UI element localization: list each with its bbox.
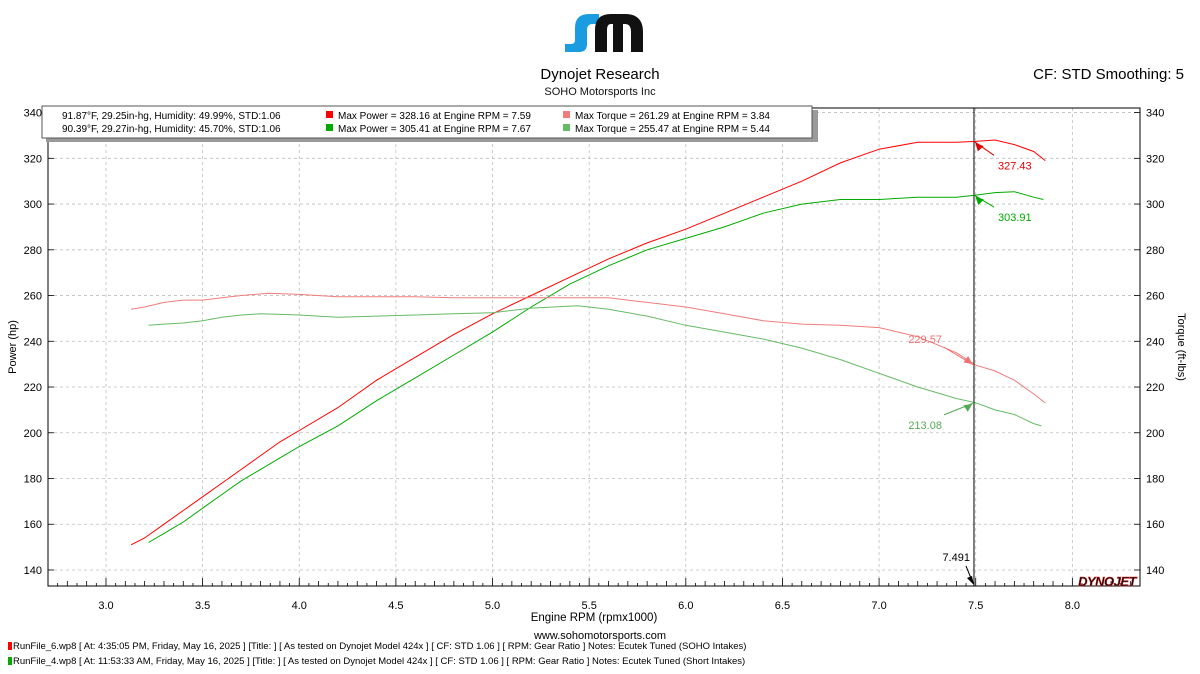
x-tick-label: 5.0 xyxy=(485,600,500,612)
y-tick-label: 300 xyxy=(24,199,42,211)
y-tick-label: 140 xyxy=(24,565,42,577)
y-axis-label: Power (hp) xyxy=(7,320,19,374)
run-info-text: RunFile_4.wp8 [ At: 11:53:33 AM, Friday,… xyxy=(13,656,746,667)
annotation-layer: 327.43 303.91 229.57 213.08 xyxy=(908,140,1032,432)
x-tick-label: 7.5 xyxy=(968,600,983,612)
run-flag-icon xyxy=(8,657,12,665)
y-tick-label: 280 xyxy=(24,245,42,257)
series-line xyxy=(148,305,1042,427)
legend-power-swatch xyxy=(326,124,333,131)
y-tick-label: 240 xyxy=(24,336,42,348)
y2-tick-label: 300 xyxy=(1146,199,1164,211)
y2-tick-label: 280 xyxy=(1146,245,1164,257)
company-title: Dynojet Research xyxy=(540,66,660,83)
y2-axis-label: Torque (ft-lbs) xyxy=(1175,313,1187,381)
legend: 91.87°F, 29.25in-hg, Humidity: 49.99%, S… xyxy=(41,105,818,142)
legend-conditions: 90.39°F, 29.27in-hg, Humidity: 45.70%, S… xyxy=(62,124,281,135)
x-tick-label: 5.5 xyxy=(582,600,597,612)
y2-tick-label: 260 xyxy=(1146,291,1164,303)
legend-conditions: 91.87°F, 29.25in-hg, Humidity: 49.99%, S… xyxy=(62,111,281,122)
annotation-arrowhead xyxy=(963,356,973,364)
run-info-row: RunFile_4.wp8 [ At: 11:53:33 AM, Friday,… xyxy=(8,656,745,667)
x-tick-label: 6.5 xyxy=(775,600,790,612)
run-flag-icon xyxy=(8,642,12,650)
x-tick-label: 6.0 xyxy=(678,600,693,612)
legend-torque-swatch xyxy=(563,111,570,118)
footer-url[interactable]: www.sohomotorsports.com xyxy=(533,630,667,642)
series-line xyxy=(130,139,1046,546)
annotation-label: 213.08 xyxy=(908,420,942,432)
y-tick-label: 320 xyxy=(24,153,42,165)
series-line xyxy=(131,292,1046,404)
correction-settings: CF: STD Smoothing: 5 xyxy=(1033,66,1184,83)
y-tick-label: 160 xyxy=(24,519,42,531)
annotation-label: 303.91 xyxy=(998,212,1032,224)
x-axis-label: Engine RPM (rpmx1000) xyxy=(531,612,658,624)
y-tick-label: 260 xyxy=(24,291,42,303)
annotation-arrowhead xyxy=(963,403,973,412)
axis-ticks: 3.0 3.5 4.0 4.5 5.0 5.5 6.0 6.5 7.0 7.5 8.0 140 140 1… xyxy=(24,108,1165,612)
legend-power-text: Max Power = 328.16 at Engine RPM = 7.59 xyxy=(338,111,531,122)
y2-tick-label: 220 xyxy=(1146,382,1164,394)
run-info-text: RunFile_6.wp8 [ At: 4:35:05 PM, Friday, … xyxy=(13,641,747,652)
legend-torque-swatch xyxy=(563,124,570,131)
x-tick-label: 4.5 xyxy=(388,600,403,612)
x-tick-label: 7.0 xyxy=(871,600,886,612)
sm-logo-s xyxy=(565,14,599,52)
x-tick-label: 3.0 xyxy=(98,600,113,612)
annotation-leader xyxy=(973,194,995,208)
x-tick-label: 8.0 xyxy=(1065,600,1080,612)
y2-tick-label: 320 xyxy=(1146,153,1164,165)
annotation-label: 229.57 xyxy=(908,334,942,346)
legend-power-swatch xyxy=(326,111,333,118)
plot-frame xyxy=(47,107,1141,587)
shop-name: SOHO Motorsports Inc xyxy=(544,86,656,98)
annotation-label: 327.43 xyxy=(998,160,1032,172)
y2-tick-label: 160 xyxy=(1146,519,1164,531)
y2-tick-label: 340 xyxy=(1146,108,1164,120)
annotation-arrowhead xyxy=(975,196,984,206)
legend-box xyxy=(41,105,813,139)
sm-logo xyxy=(565,14,643,52)
y2-tick-label: 200 xyxy=(1146,428,1164,440)
sm-logo-m xyxy=(595,14,643,52)
cursor-layer: 7.491 xyxy=(942,108,975,586)
grid xyxy=(48,108,1140,586)
y-tick-label: 200 xyxy=(24,428,42,440)
run-info-row: RunFile_6.wp8 [ At: 4:35:05 PM, Friday, … xyxy=(8,641,746,652)
y2-tick-label: 240 xyxy=(1146,336,1164,348)
cursor-value: 7.491 xyxy=(942,552,970,564)
x-tick-label: 4.0 xyxy=(292,600,307,612)
legend-torque-text: Max Torque = 255.47 at Engine RPM = 5.44 xyxy=(575,124,770,135)
y2-tick-label: 180 xyxy=(1146,474,1164,486)
annotation-arrowhead xyxy=(975,142,984,152)
legend-power-text: Max Power = 305.41 at Engine RPM = 7.67 xyxy=(338,124,531,135)
y-tick-label: 220 xyxy=(24,382,42,394)
legend-torque-text: Max Torque = 261.29 at Engine RPM = 3.84 xyxy=(575,111,770,122)
x-tick-label: 3.5 xyxy=(195,600,210,612)
dynojet-watermark: DYNOJET xyxy=(1078,574,1137,589)
series-layer xyxy=(130,139,1046,546)
y-tick-label: 340 xyxy=(24,108,42,120)
series-line xyxy=(148,191,1044,543)
y2-tick-label: 140 xyxy=(1146,565,1164,577)
cursor-arrowhead xyxy=(966,576,974,585)
y-tick-label: 180 xyxy=(24,474,42,486)
